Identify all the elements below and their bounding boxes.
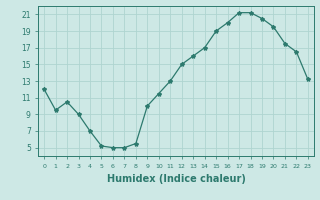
X-axis label: Humidex (Indice chaleur): Humidex (Indice chaleur): [107, 174, 245, 184]
